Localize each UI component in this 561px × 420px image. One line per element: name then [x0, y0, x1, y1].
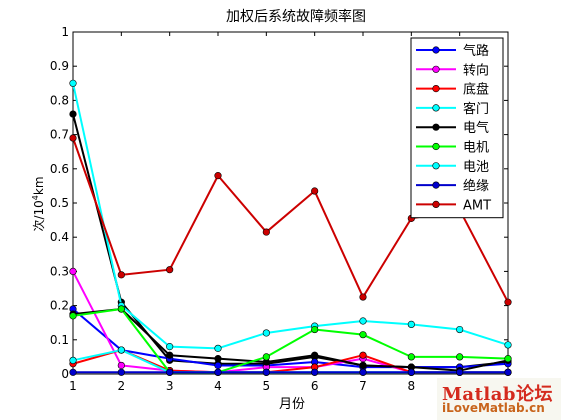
- x-tick-label: 8: [408, 379, 416, 393]
- series-8-point: [166, 266, 174, 274]
- x-tick-label: 5: [263, 379, 271, 393]
- legend-swatch-marker: [432, 65, 440, 73]
- y-tick-label: 0.5: [50, 196, 69, 210]
- series-1-point: [69, 267, 77, 276]
- series-5-line: [72, 308, 509, 374]
- series-3-point: [407, 320, 415, 329]
- series-3-point: [456, 325, 464, 334]
- series-4-point: [359, 361, 367, 370]
- series-5-point: [311, 325, 319, 334]
- watermark-background: [437, 378, 561, 420]
- series-4-point: [166, 351, 174, 359]
- series-4-line: [72, 308, 509, 372]
- legend-label: 气路: [463, 43, 489, 59]
- legend-swatch-marker: [432, 46, 440, 54]
- x-tick-label: 1: [69, 379, 77, 393]
- series-7-point: [504, 368, 512, 376]
- series-3-point: [214, 344, 222, 352]
- x-tick-label: 4: [214, 379, 222, 393]
- x-tick-label: 7: [359, 379, 367, 393]
- legend-swatch-marker: [432, 142, 440, 151]
- series-7-point: [311, 368, 319, 376]
- y-tick-label: 1: [61, 25, 69, 39]
- y-tick-label: 0.2: [50, 299, 69, 313]
- extra-series-0-point: [69, 110, 77, 118]
- series-4-point: [214, 355, 222, 363]
- y-tick-label: 0.9: [50, 59, 69, 73]
- series-3-line: [72, 83, 509, 350]
- series-5-point: [117, 305, 125, 313]
- series-8-point: [359, 293, 367, 301]
- series-8-point: [117, 271, 125, 279]
- y-tick-label: 0.1: [50, 333, 69, 347]
- series-8-point: [262, 228, 270, 236]
- series-7-point: [456, 368, 464, 376]
- x-axis-label: 月份: [279, 397, 305, 412]
- y-tick-label: 0.8: [50, 93, 69, 107]
- series-5-point: [456, 353, 464, 361]
- series-7-point: [69, 368, 77, 376]
- series-6-point: [69, 356, 77, 364]
- y-tick-label: 0.3: [50, 264, 69, 278]
- series-8-point: [311, 187, 319, 195]
- series-3-point: [166, 343, 174, 351]
- series-layer: [69, 79, 512, 376]
- y-axis-label: 次/104km: [31, 176, 46, 231]
- legend-label: 绝缘: [463, 178, 489, 194]
- x-tick-label: 2: [118, 379, 126, 393]
- y-axis-label-main: 次/10: [32, 200, 46, 231]
- series-7-point: [359, 368, 367, 376]
- watermark-title: Matlab论坛: [442, 384, 553, 405]
- legend-label: 转向: [463, 62, 489, 78]
- y-axis-label-tail: km: [32, 176, 46, 195]
- series-6-point: [117, 346, 125, 354]
- series-8-point: [69, 134, 77, 142]
- series-3-point: [69, 79, 77, 87]
- series-7-point: [407, 368, 415, 376]
- legend-swatch-marker: [432, 162, 440, 170]
- series-7-point: [166, 368, 174, 376]
- series-2-point: [359, 351, 367, 359]
- legend-label: 客门: [463, 101, 489, 117]
- legend-swatch-marker: [432, 200, 440, 208]
- chart-title: 加权后系统故障频率图: [226, 8, 366, 25]
- series-5-point: [359, 331, 367, 339]
- series-1-point: [117, 361, 125, 370]
- y-tick-label: 0.6: [50, 162, 69, 176]
- series-8-point: [214, 172, 222, 180]
- legend-label: AMT: [463, 198, 491, 213]
- series-5-point: [262, 353, 270, 361]
- legend-label: 电机: [463, 141, 489, 156]
- legend-label: 电气: [463, 120, 489, 136]
- y-axis-label-sup: 4: [31, 195, 40, 200]
- legend-swatch-marker: [432, 84, 440, 93]
- y-tick-label: 0.7: [50, 128, 69, 142]
- series-7-point: [262, 368, 270, 376]
- series-3-point: [262, 329, 270, 337]
- series-5-point: [504, 355, 512, 363]
- legend-label: 底盘: [463, 82, 489, 98]
- legend-label: 电池: [463, 160, 489, 175]
- legend-swatch-marker: [432, 104, 440, 112]
- series-8-point: [504, 298, 512, 306]
- x-tick-label: 6: [311, 379, 319, 393]
- watermark-url: iLoveMatlab.cn: [442, 401, 545, 415]
- series-5-point: [407, 353, 415, 361]
- series-5-point: [69, 312, 77, 320]
- legend-swatch-marker: [432, 123, 440, 131]
- series-0-line: [72, 308, 509, 369]
- series-3-point: [504, 341, 512, 349]
- legend-swatch-marker: [432, 181, 440, 189]
- series-3-point: [359, 317, 367, 325]
- x-tick-label: 3: [166, 379, 174, 393]
- series-0-point: [214, 361, 222, 370]
- series-7-point: [214, 368, 222, 376]
- series-4-point: [311, 351, 319, 359]
- y-tick-label: 0.4: [50, 230, 69, 244]
- series-7-point: [117, 368, 125, 376]
- y-tick-label: 0: [61, 367, 69, 381]
